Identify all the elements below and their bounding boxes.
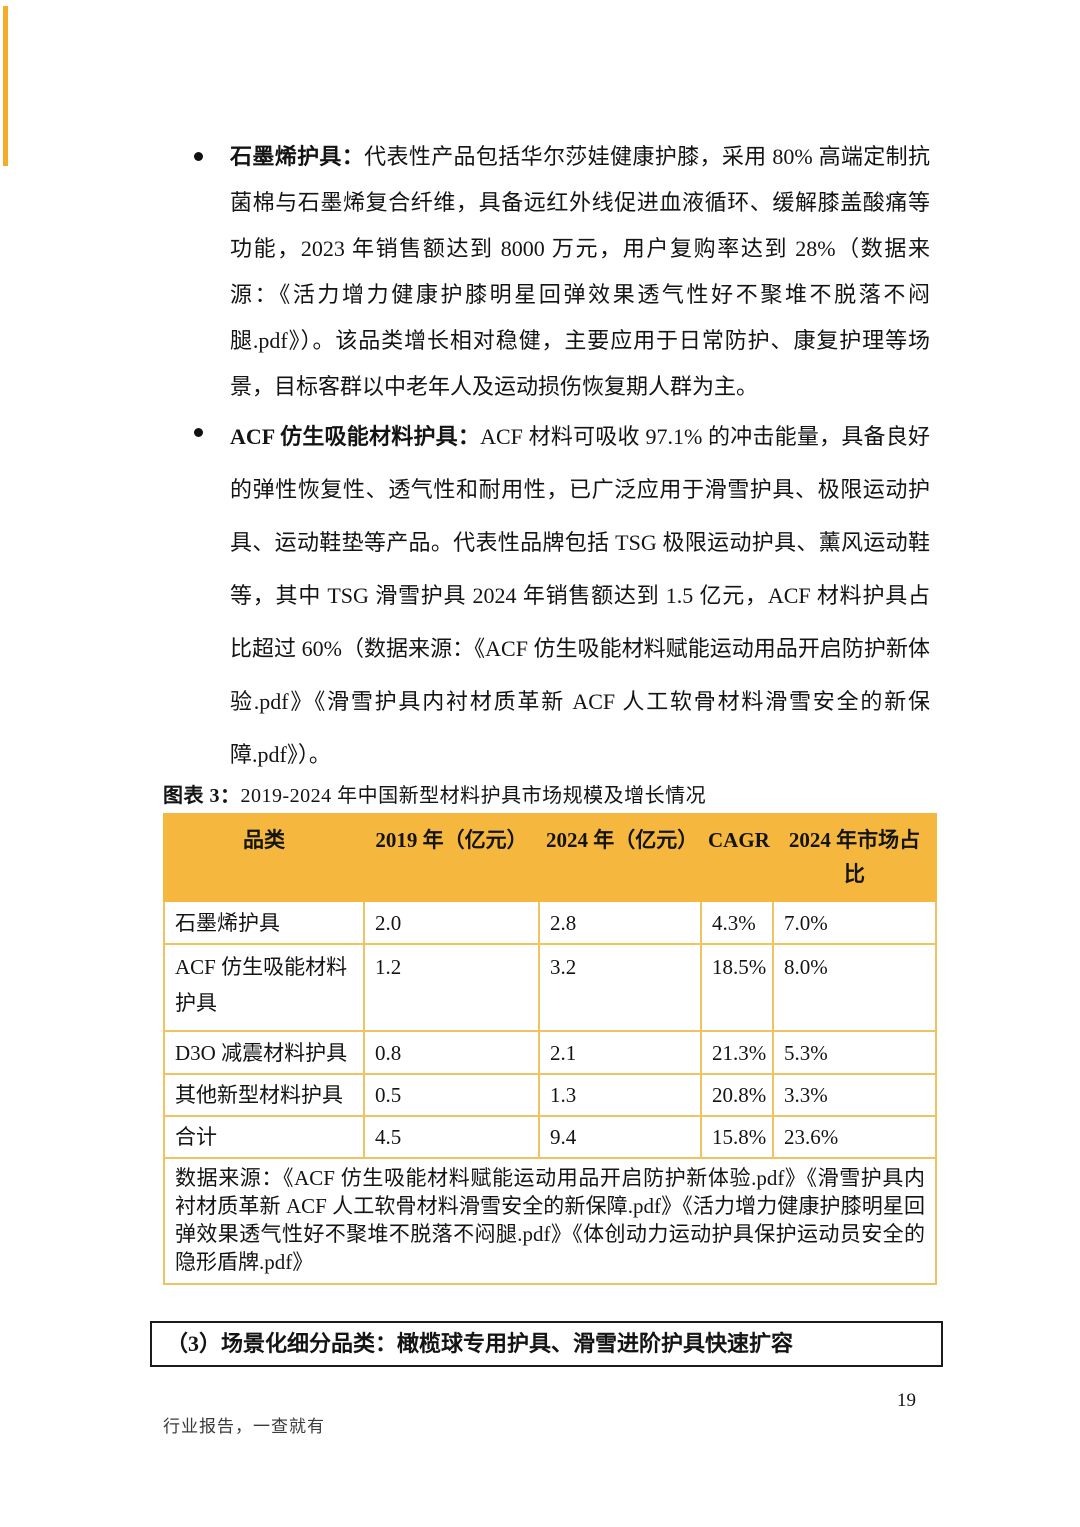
cell-2024: 9.4	[538, 1115, 702, 1159]
market-size-table: 品类 2019 年（亿元） 2024 年（亿元） CAGR 2024 年市场占比…	[163, 813, 937, 1285]
cell-share: 7.0%	[772, 900, 937, 945]
bullet-body: ACF 材料可吸收 97.1% 的冲击能量，具备良好的弹性恢复性、透气性和耐用性…	[230, 424, 930, 767]
cell-cagr: 18.5%	[700, 943, 774, 1032]
column-header-share: 2024 年市场占比	[772, 813, 937, 902]
page-number: 19	[897, 1390, 916, 1411]
table-row: D3O 减震材料护具 0.8 2.1 21.3% 5.3%	[163, 1030, 937, 1075]
cell-share: 23.6%	[772, 1115, 937, 1159]
cell-2024: 1.3	[538, 1073, 702, 1117]
table-header-row: 品类 2019 年（亿元） 2024 年（亿元） CAGR 2024 年市场占比	[163, 813, 937, 902]
cell-2019: 0.8	[363, 1030, 540, 1075]
bullet-dot-icon	[194, 428, 203, 437]
table-row-total: 合计 4.5 9.4 15.8% 23.6%	[163, 1115, 937, 1159]
bullet-body: 代表性产品包括华尔莎娃健康护膝，采用 80% 高端定制抗菌棉与石墨烯复合纤维，具…	[230, 144, 930, 399]
table-row: 石墨烯护具 2.0 2.8 4.3% 7.0%	[163, 900, 937, 945]
table-row: 其他新型材料护具 0.5 1.3 20.8% 3.3%	[163, 1073, 937, 1117]
cell-2024: 2.1	[538, 1030, 702, 1075]
cell-2019: 2.0	[363, 900, 540, 945]
bullet-head: 石墨烯护具：	[230, 144, 365, 169]
cell-2024: 3.2	[538, 943, 702, 1032]
page-edge-marker	[3, 6, 8, 166]
cell-cagr: 21.3%	[700, 1030, 774, 1075]
cell-2019: 0.5	[363, 1073, 540, 1117]
cell-category: ACF 仿生吸能材料护具	[163, 943, 365, 1032]
figure-caption: 图表 3：2019-2024 年中国新型材料护具市场规模及增长情况	[163, 779, 943, 808]
bullet-head: ACF 仿生吸能材料护具：	[230, 424, 481, 449]
table-row: ACF 仿生吸能材料护具 1.2 3.2 18.5% 8.0%	[163, 943, 937, 1032]
bullet-item-graphene: 石墨烯护具：代表性产品包括华尔莎娃健康护膝，采用 80% 高端定制抗菌棉与石墨烯…	[194, 134, 930, 410]
cell-share: 3.3%	[772, 1073, 937, 1117]
cell-share: 8.0%	[772, 943, 937, 1032]
figure-caption-text: 2019-2024 年中国新型材料护具市场规模及增长情况	[240, 785, 707, 807]
cell-category: 其他新型材料护具	[163, 1073, 365, 1117]
bullet-dot-icon	[194, 152, 203, 161]
cell-share: 5.3%	[772, 1030, 937, 1075]
section-heading-box: （3）场景化细分品类：橄榄球专用护具、滑雪进阶护具快速扩容	[150, 1321, 943, 1367]
cell-2024: 2.8	[538, 900, 702, 945]
section-heading: （3）场景化细分品类：橄榄球专用护具、滑雪进阶护具快速扩容	[166, 1331, 794, 1356]
column-header-cagr: CAGR	[700, 813, 774, 902]
column-header-category: 品类	[163, 813, 365, 902]
table-source-row: 数据来源：《ACF 仿生吸能材料赋能运动用品开启防护新体验.pdf》《滑雪护具内…	[163, 1157, 937, 1285]
cell-2019: 1.2	[363, 943, 540, 1032]
footer-note: 行业报告，一查就有	[163, 1417, 325, 1436]
cell-cagr: 15.8%	[700, 1115, 774, 1159]
bullet-item-acf: ACF 仿生吸能材料护具：ACF 材料可吸收 97.1% 的冲击能量，具备良好的…	[194, 410, 930, 781]
figure-caption-label: 图表 3：	[163, 785, 241, 807]
column-header-2024: 2024 年（亿元）	[538, 813, 702, 902]
cell-category: 合计	[163, 1115, 365, 1159]
cell-category: 石墨烯护具	[163, 900, 365, 945]
cell-2019: 4.5	[363, 1115, 540, 1159]
cell-cagr: 4.3%	[700, 900, 774, 945]
data-source-note: 数据来源：《ACF 仿生吸能材料赋能运动用品开启防护新体验.pdf》《滑雪护具内…	[163, 1157, 937, 1285]
column-header-2019: 2019 年（亿元）	[363, 813, 540, 902]
cell-category: D3O 减震材料护具	[163, 1030, 365, 1075]
cell-cagr: 20.8%	[700, 1073, 774, 1117]
